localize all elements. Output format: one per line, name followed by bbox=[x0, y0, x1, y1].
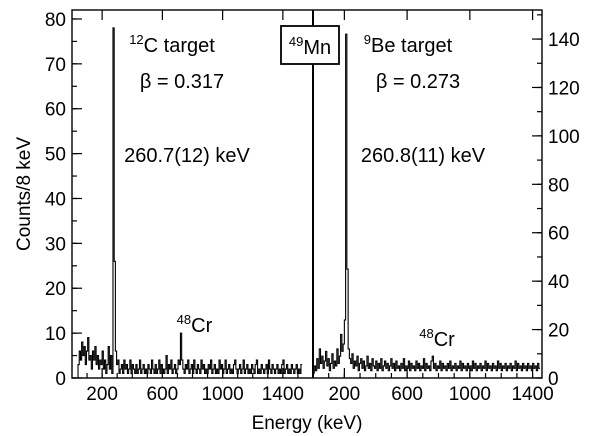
left-target-name: C target bbox=[144, 35, 216, 57]
left-xtick-label: 200 bbox=[86, 384, 118, 405]
nuclide-label-box: 49Mn bbox=[280, 25, 340, 65]
left-ytick-label: 60 bbox=[45, 100, 66, 121]
left-ytick-label: 0 bbox=[55, 369, 66, 390]
right-ytick-label: 60 bbox=[548, 224, 569, 245]
right-ytick-label: 120 bbox=[548, 78, 580, 99]
right-target-mass: 9 bbox=[364, 32, 371, 47]
svg-text:49Mn: 49Mn bbox=[289, 34, 331, 59]
left-xtick-label: 1400 bbox=[262, 384, 304, 405]
left-ytick-label: 40 bbox=[45, 189, 66, 210]
right-xtick-label: 600 bbox=[391, 384, 423, 405]
right-ytick-label: 20 bbox=[548, 321, 569, 342]
left-ytick-label: 20 bbox=[45, 279, 66, 300]
right-ytick-label: 0 bbox=[548, 369, 559, 390]
left-xtick-label: 1000 bbox=[201, 384, 243, 405]
left-beta-label: β = 0.317 bbox=[140, 71, 224, 93]
left-ytick-label: 80 bbox=[45, 10, 66, 31]
left-spectrum-line bbox=[77, 27, 303, 378]
right-ytick-label: 100 bbox=[548, 127, 580, 148]
spectra-layer bbox=[77, 27, 541, 378]
right-target-name: Be target bbox=[371, 35, 453, 57]
left-energy-label: 260.7(12) keV bbox=[124, 145, 250, 167]
nuclide-symbol: Mn bbox=[303, 37, 331, 59]
right-beta-label: β = 0.273 bbox=[376, 71, 460, 93]
right-xtick-label: 1400 bbox=[511, 384, 553, 405]
nuclide-mass-number: 49 bbox=[289, 34, 303, 49]
left-xtick-label: 600 bbox=[147, 384, 179, 405]
right-energy-label: 260.8(11) keV bbox=[361, 145, 486, 167]
plot-frame bbox=[71, 9, 543, 379]
y-axis-label: Counts/8 keV bbox=[14, 137, 35, 251]
right-spectrum-line bbox=[312, 33, 541, 378]
left-ytick-label: 30 bbox=[45, 234, 66, 255]
left-ytick-label: 70 bbox=[45, 55, 66, 76]
x-axis-label: Energy (keV) bbox=[252, 413, 363, 434]
right-ytick-label: 40 bbox=[548, 272, 569, 293]
right-cr-label: 48Cr bbox=[419, 326, 455, 351]
right-ytick-label: 80 bbox=[548, 175, 569, 196]
right-target-label: 9Be target bbox=[364, 32, 453, 57]
right-xtick-label: 1000 bbox=[449, 384, 491, 405]
ticks-layer bbox=[72, 10, 542, 379]
left-cr-label: 48Cr bbox=[177, 312, 213, 337]
left-ytick-label: 50 bbox=[45, 145, 66, 166]
left-target-mass: 12 bbox=[129, 32, 143, 47]
right-xtick-label: 200 bbox=[329, 384, 361, 405]
right-ytick-label: 140 bbox=[548, 30, 580, 51]
left-ytick-label: 10 bbox=[45, 324, 66, 345]
left-target-label: 12C target bbox=[129, 32, 215, 57]
